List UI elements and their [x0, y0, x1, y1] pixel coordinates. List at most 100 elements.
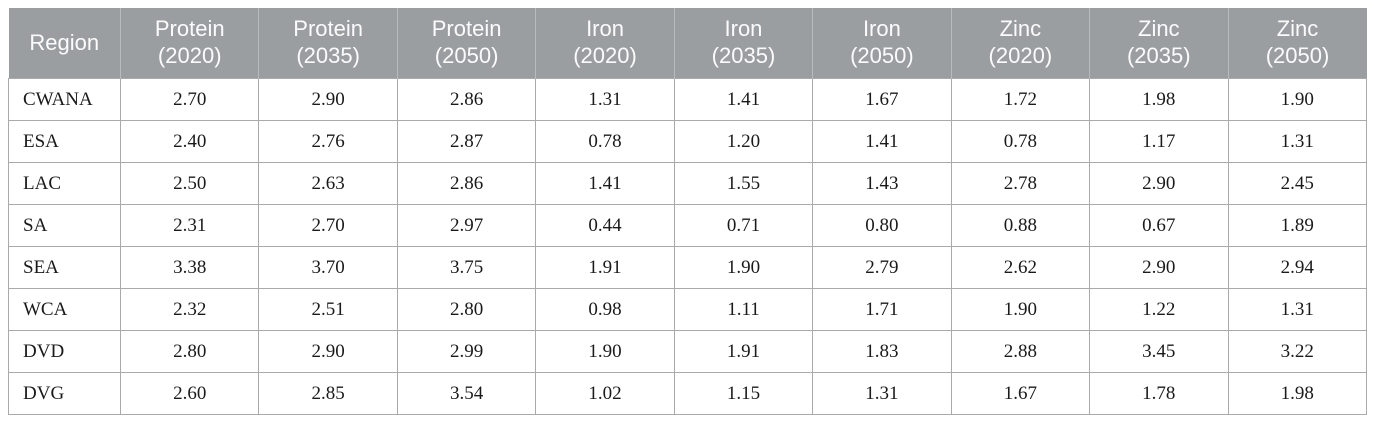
- value-cell: 0.67: [1089, 204, 1229, 247]
- table-row-esa: ESA 2.40 2.76 2.87 0.78 1.20 1.41 0.78 1.17 1.31: [8, 120, 1367, 163]
- value-cell: 2.86: [396, 162, 537, 205]
- value-cell: 0.78: [950, 120, 1091, 163]
- value-cell: 2.50: [119, 162, 260, 205]
- value-cell: 1.31: [1227, 120, 1367, 163]
- table-row-sea: SEA 3.38 3.70 3.75 1.91 1.90 2.79 2.62 2.90 2.94: [8, 246, 1367, 289]
- value-cell: 1.91: [535, 246, 675, 289]
- value-cell: 2.90: [258, 330, 398, 373]
- column-header-label: Zinc: [1138, 16, 1180, 42]
- value-cell: 1.41: [673, 78, 814, 121]
- value-cell: 2.87: [396, 120, 537, 163]
- value-cell: 2.45: [1227, 162, 1367, 205]
- column-header-year: (2020): [573, 43, 637, 68]
- region-cell: SEA: [8, 246, 121, 289]
- column-header-protein2020: Protein (2020): [119, 8, 259, 79]
- value-cell: 1.98: [1227, 372, 1367, 415]
- column-header-zinc2050: Zinc (2050): [1227, 8, 1367, 79]
- value-cell: 1.55: [673, 162, 814, 205]
- value-cell: 3.45: [1089, 330, 1229, 373]
- value-cell: 1.41: [535, 162, 675, 205]
- column-header-label: Iron: [862, 16, 901, 42]
- value-cell: 1.90: [1227, 78, 1367, 121]
- table-header: Region Protein (2020) Protein (2035) Protein(…: [8, 8, 1367, 79]
- value-cell: 3.70: [258, 246, 398, 289]
- column-header-zinc2035: Zinc (2035): [1089, 8, 1228, 79]
- value-cell: 2.90: [258, 78, 398, 121]
- value-cell: 2.86: [396, 78, 537, 121]
- column-header-label: Protein: [154, 16, 225, 42]
- value-cell: 1.83: [812, 330, 952, 373]
- value-cell: 2.94: [1227, 246, 1367, 289]
- column-header-year: (2035): [1126, 43, 1191, 68]
- value-cell: 1.15: [673, 372, 814, 415]
- value-cell: 2.63: [258, 162, 398, 205]
- value-cell: 1.71: [812, 288, 952, 331]
- column-header-label: Zinc: [1276, 16, 1319, 42]
- value-cell: 0.44: [535, 204, 675, 247]
- value-cell: 1.31: [1227, 288, 1367, 331]
- region-cell: LAC: [8, 162, 121, 205]
- value-cell: 0.98: [535, 288, 675, 331]
- value-cell: 1.31: [812, 372, 952, 415]
- column-header-year: (2050): [434, 43, 499, 68]
- value-cell: 0.88: [950, 204, 1091, 247]
- value-cell: 1.72: [950, 78, 1091, 121]
- table-body: CWANA 2.70 2.90 2.86 1.31 1.41 1.67 1.72 1.98 1.9…: [8, 78, 1367, 415]
- value-cell: 2.80: [396, 288, 537, 331]
- value-cell: 1.90: [535, 330, 675, 373]
- value-cell: 2.51: [258, 288, 398, 331]
- value-cell: 1.22: [1089, 288, 1229, 331]
- value-cell: 2.40: [119, 120, 260, 163]
- value-cell: 1.91: [673, 330, 814, 373]
- value-cell: 1.31: [535, 78, 675, 121]
- column-header-label: Protein: [431, 16, 502, 42]
- value-cell: 1.41: [812, 120, 952, 163]
- column-header-year: (2035): [711, 43, 776, 68]
- column-header-region: Region: [8, 8, 121, 79]
- column-header-protein2035: Protein (2035): [258, 8, 398, 79]
- value-cell: 3.75: [396, 246, 537, 289]
- value-cell: 1.20: [673, 120, 814, 163]
- region-cell: WCA: [8, 288, 121, 331]
- value-cell: 2.90: [1089, 246, 1229, 289]
- column-header-year: (2050): [1265, 43, 1330, 68]
- value-cell: 3.22: [1227, 330, 1367, 373]
- value-cell: 2.97: [396, 204, 537, 247]
- value-cell: 1.90: [673, 246, 814, 289]
- column-header-year: (2050): [850, 43, 914, 68]
- value-cell: 1.17: [1089, 120, 1229, 163]
- value-cell: 1.90: [950, 288, 1091, 331]
- value-cell: 2.32: [119, 288, 260, 331]
- value-cell: 2.70: [258, 204, 398, 247]
- value-cell: 1.98: [1089, 78, 1229, 121]
- value-cell: 2.80: [119, 330, 260, 373]
- value-cell: 3.54: [396, 372, 537, 415]
- value-cell: 2.99: [396, 330, 537, 373]
- column-header-label: Protein: [293, 16, 364, 42]
- column-header-iron2050: Iron (2050): [812, 8, 952, 79]
- value-cell: 1.67: [812, 78, 952, 121]
- value-cell: 0.71: [673, 204, 814, 247]
- table-row-lac: LAC 2.50 2.63 2.86 1.41 1.55 1.43 2.78 2.90 2.45: [8, 162, 1367, 205]
- column-header-zinc2020: Zinc (2020): [950, 8, 1090, 79]
- column-header-protein2050: Protein (2050): [396, 8, 536, 79]
- column-header-iron2020: Iron (2020): [535, 8, 675, 79]
- value-cell: 2.79: [812, 246, 952, 289]
- column-header-label: Region: [29, 29, 100, 55]
- value-cell: 1.89: [1227, 204, 1367, 247]
- value-cell: 2.88: [950, 330, 1091, 373]
- region-cell: CWANA: [8, 78, 121, 121]
- column-header-year: (2035): [296, 43, 360, 68]
- value-cell: 2.70: [119, 78, 260, 121]
- column-header-label: Zinc: [999, 16, 1042, 42]
- value-cell: 1.02: [535, 372, 675, 415]
- value-cell: 1.78: [1089, 372, 1229, 415]
- region-cell: ESA: [8, 120, 121, 163]
- value-cell: 2.90: [1089, 162, 1229, 205]
- value-cell: 2.76: [258, 120, 398, 163]
- table-row-wca: WCA 2.32 2.51 2.80 0.98 1.11 1.71 1.90 1.22 1.31: [8, 288, 1367, 331]
- value-cell: 0.80: [812, 204, 952, 247]
- value-cell: 2.60: [119, 372, 260, 415]
- value-cell: 2.31: [119, 204, 260, 247]
- region-cell: SA: [8, 204, 121, 247]
